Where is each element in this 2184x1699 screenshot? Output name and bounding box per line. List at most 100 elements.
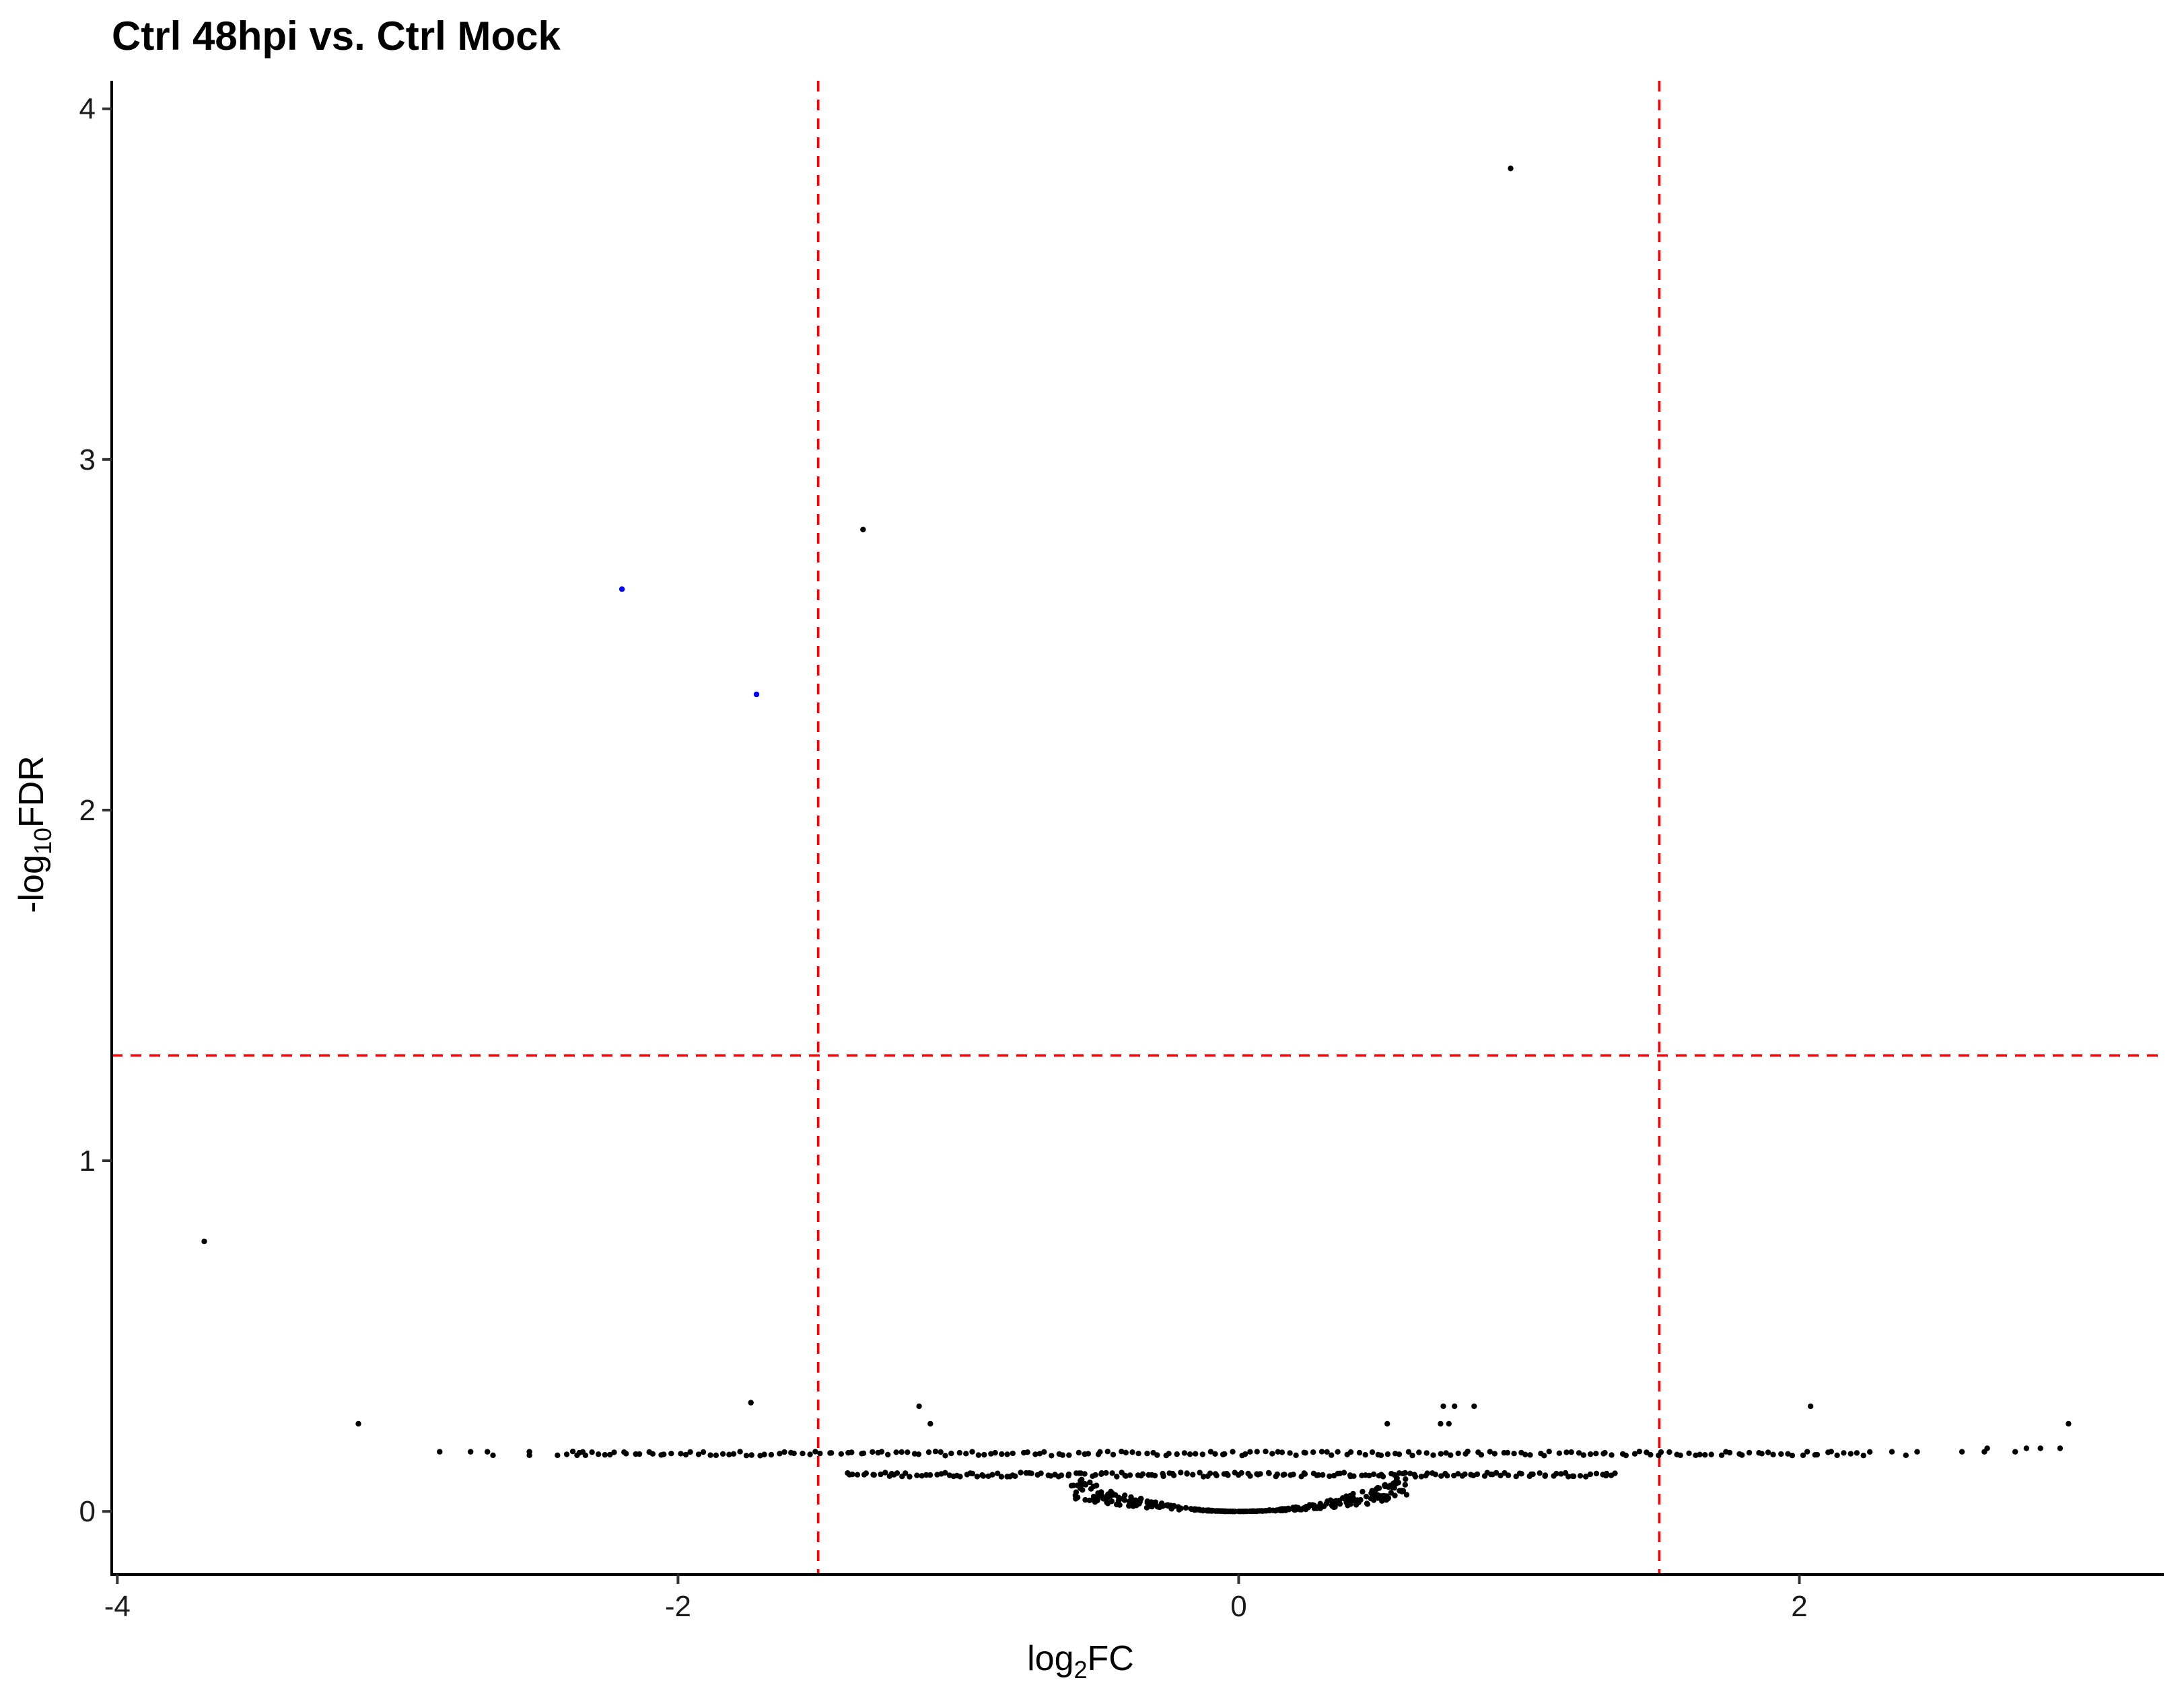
data-point (1032, 1451, 1038, 1457)
data-point (607, 1451, 613, 1458)
data-point (1212, 1451, 1218, 1457)
data-point (1841, 1450, 1847, 1456)
data-point (1341, 1470, 1347, 1476)
data-point (1369, 1449, 1376, 1455)
data-point (1274, 1471, 1281, 1478)
data-point (1082, 1471, 1088, 1477)
data-point (1371, 1497, 1377, 1503)
data-point (1230, 1509, 1236, 1515)
data-point (1285, 1505, 1292, 1511)
data-point (863, 1470, 870, 1476)
data-point (1213, 1472, 1220, 1478)
data-point (1225, 1472, 1231, 1478)
data-point (1914, 1449, 1920, 1455)
data-point (1602, 1449, 1608, 1456)
data-point (969, 1449, 975, 1455)
data-point (1440, 1403, 1446, 1410)
data-point (1430, 1452, 1436, 1458)
data-point (355, 1420, 361, 1427)
chart-title: Ctrl 48hpi vs. Ctrl Mock (112, 13, 561, 59)
data-point (1546, 1449, 1552, 1455)
data-point (1123, 1473, 1129, 1479)
x-axis-title: log2FC (1027, 1639, 1134, 1684)
data-point (737, 1449, 743, 1455)
data-point (1860, 1452, 1866, 1459)
data-point (1498, 1472, 1504, 1479)
data-point (1323, 1501, 1330, 1507)
data-point (1171, 1503, 1177, 1509)
data-point (1452, 1403, 1458, 1410)
highlighted-data-point (753, 691, 760, 698)
x-tick-label: 2 (1791, 1590, 1807, 1623)
data-point (1082, 1480, 1088, 1487)
data-point (1785, 1451, 1791, 1457)
data-point (963, 1451, 969, 1457)
data-point (1903, 1452, 1909, 1458)
data-point (1295, 1505, 1302, 1511)
data-point (800, 1450, 806, 1457)
data-point (870, 1449, 876, 1455)
data-point (1465, 1448, 1471, 1455)
data-point (1181, 1450, 1188, 1456)
data-point (569, 1448, 576, 1455)
data-point (1438, 1451, 1444, 1457)
data-point (1353, 1502, 1360, 1508)
data-point (1263, 1448, 1269, 1455)
data-point (1190, 1472, 1196, 1478)
data-point (1275, 1449, 1281, 1455)
data-point (829, 1450, 835, 1456)
data-point (1281, 1472, 1288, 1478)
data-point (1808, 1403, 1814, 1410)
data-point (860, 1450, 867, 1456)
data-point (1242, 1451, 1248, 1457)
y-axis-title-suffix: FDR (12, 756, 51, 828)
data-point (992, 1449, 998, 1456)
data-point (1474, 1471, 1481, 1478)
data-point (1553, 1470, 1559, 1477)
data-point (942, 1453, 948, 1459)
data-point (1092, 1472, 1098, 1478)
x-tick-label: -2 (665, 1590, 691, 1623)
data-point (1038, 1470, 1044, 1476)
data-point (1012, 1473, 1018, 1479)
data-point (1302, 1471, 1308, 1477)
data-point (490, 1452, 496, 1458)
data-point (1123, 1449, 1129, 1455)
data-point (1471, 1403, 1477, 1410)
data-point (1329, 1452, 1335, 1458)
data-point (1080, 1487, 1086, 1493)
data-point (1257, 1508, 1263, 1514)
data-point (555, 1452, 561, 1458)
data-point (927, 1472, 934, 1478)
data-point (1778, 1451, 1784, 1457)
data-point (1423, 1450, 1430, 1456)
data-point (919, 1473, 925, 1479)
data-point (2066, 1420, 2072, 1427)
data-point (1541, 1453, 1547, 1459)
data-point (1478, 1451, 1485, 1458)
data-point (995, 1470, 1001, 1476)
data-point (1385, 1495, 1392, 1501)
data-point (1018, 1470, 1024, 1476)
data-point (2023, 1445, 2030, 1451)
data-point (916, 1403, 922, 1410)
data-point (468, 1449, 474, 1455)
data-point (1765, 1449, 1771, 1455)
data-point (1004, 1451, 1010, 1457)
data-point (1104, 1449, 1111, 1455)
data-point (1267, 1507, 1273, 1514)
data-point (1576, 1450, 1582, 1456)
data-point (1369, 1488, 1375, 1494)
data-point (1110, 1451, 1117, 1457)
data-point (907, 1474, 913, 1480)
data-point (1315, 1472, 1322, 1478)
data-point (975, 1452, 982, 1458)
data-point (682, 1451, 689, 1458)
data-point (1329, 1502, 1335, 1509)
data-point (611, 1449, 617, 1455)
data-point (1212, 1508, 1219, 1514)
data-point (1867, 1449, 1873, 1455)
data-point (1130, 1502, 1136, 1508)
data-point (636, 1451, 643, 1457)
data-point (1076, 1449, 1082, 1456)
